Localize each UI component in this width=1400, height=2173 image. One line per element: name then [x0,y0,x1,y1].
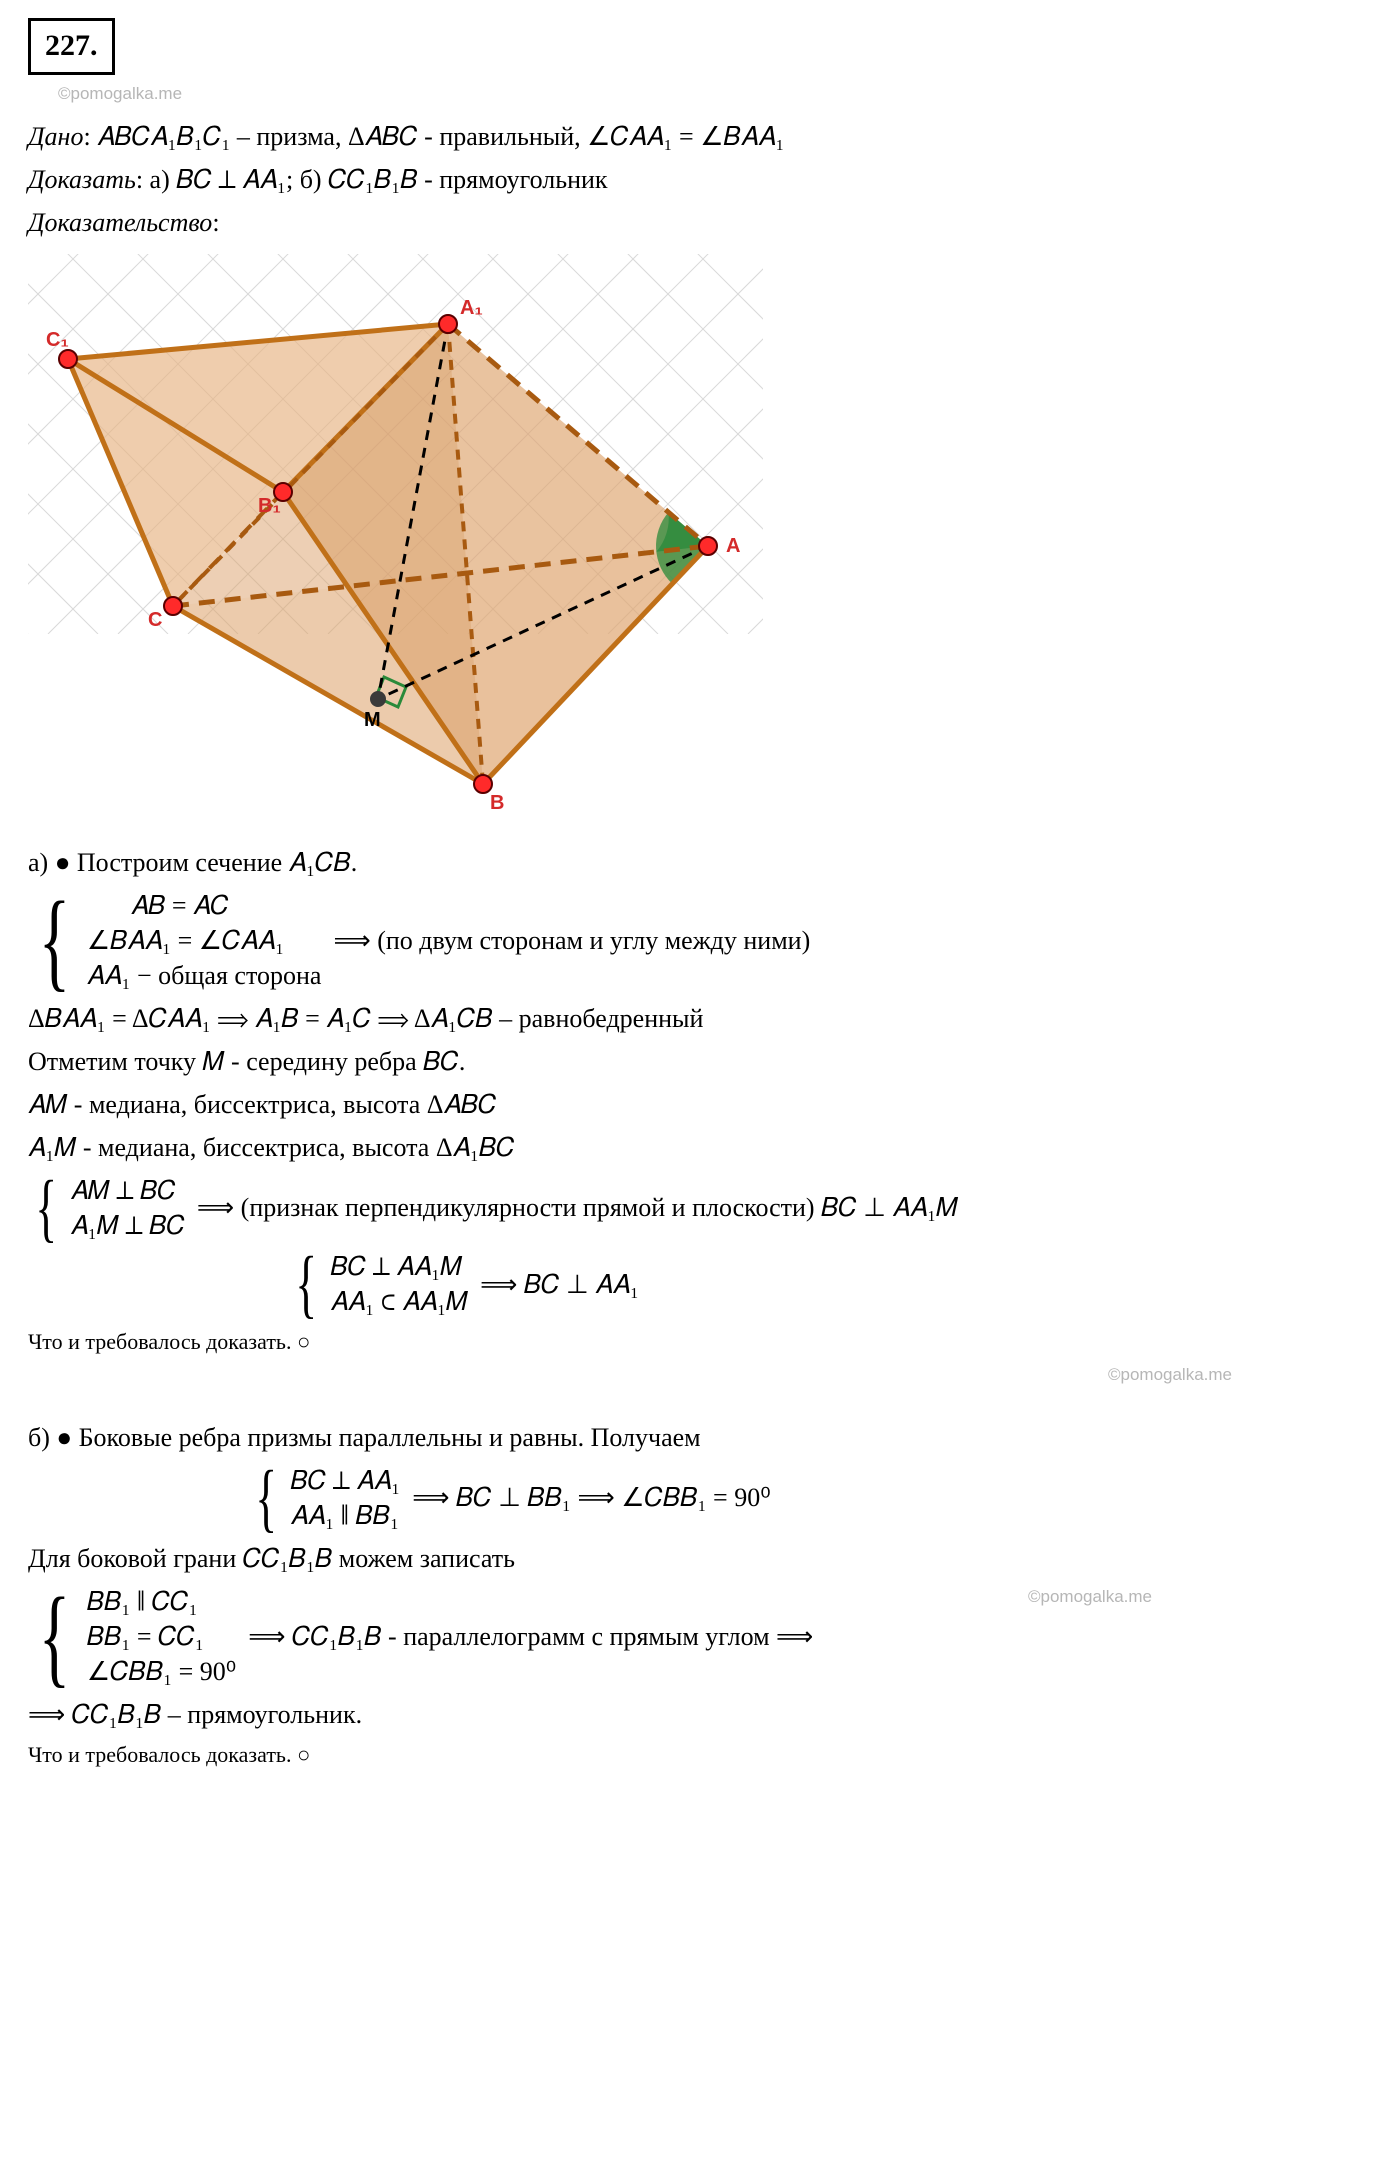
a-line2: Δ𝐵𝐴𝐴₁ = Δ𝐶𝐴𝐴₁ ⟹ 𝐴₁𝐵 = 𝐴₁𝐶 ⟹ Δ𝐴₁𝐶𝐵 – равн… [28,999,1372,1038]
sys-a3-imply: ⟹ 𝐵𝐶 ⊥ 𝐴𝐴₁ [468,1265,651,1304]
sys-b2-row3: ∠𝐶𝐵𝐵₁ = 90⁰ [87,1654,236,1689]
page: 227. ©pomogalka.me Дано: 𝐴𝐵𝐶𝐴₁𝐵₁𝐶₁ – при… [0,0,1400,1815]
sys-a2-row2: 𝐴₁𝑀 ⊥ 𝐵𝐶 [70,1208,184,1243]
b-line2: Для боковой грани 𝐶𝐶₁𝐵₁𝐵 можем записать [28,1539,1372,1578]
prism-svg: C₁ A₁ B₁ C A B M [28,254,763,814]
proof-label-line: Доказательство: [28,203,1372,242]
b-line3: ⟹ 𝐶𝐶₁𝐵₁𝐵 – прямоугольник. [28,1695,1372,1734]
brace-icon: { [255,1464,277,1532]
svg-text:M: M [364,709,381,731]
system-b1: { 𝐵𝐶 ⊥ 𝐴𝐴₁ 𝐴𝐴₁ ∥ 𝐵𝐵₁ ⟹ 𝐵𝐶 ⊥ 𝐵𝐵₁ ⟹ ∠𝐶𝐵𝐵₁ … [28,1463,1372,1533]
sys-b2-row1: 𝐵𝐵₁ ∥ 𝐶𝐶₁ [87,1584,236,1619]
brace-icon: { [295,1250,317,1318]
brace-icon: { [39,1587,71,1686]
svg-text:A₁: A₁ [460,297,483,319]
prism-figure: C₁ A₁ B₁ C A B M [28,254,1372,825]
sys-a2-imply: ⟹ (признак перпендикулярности прямой и п… [185,1188,970,1227]
a-line4: 𝐴𝑀 - медиана, биссектриса, высота Δ𝐴𝐵𝐶 [28,1085,1372,1124]
prove-label: Доказать [28,165,136,194]
watermark-top: ©pomogalka.me [58,81,1372,107]
given-line: Дано: 𝐴𝐵𝐶𝐴₁𝐵₁𝐶₁ – призма, Δ𝐴𝐵𝐶 - правиль… [28,117,1372,156]
sys-b1-imply: ⟹ 𝐵𝐶 ⊥ 𝐵𝐵₁ ⟹ ∠𝐶𝐵𝐵₁ = 90⁰ [400,1478,782,1517]
svg-text:A: A [726,535,740,557]
watermark-mid: ©pomogalka.me [28,1362,1372,1388]
sys-b2-imply: ⟹ 𝐶𝐶₁𝐵₁𝐵 - параллелограмм с прямым углом… [236,1617,825,1656]
sys-a1-row2: ∠𝐵𝐴𝐴₁ = ∠𝐶𝐴𝐴₁ [87,923,322,958]
brace-icon: { [39,891,71,990]
system-a3: { 𝐵𝐶 ⊥ 𝐴𝐴₁𝑀 𝐴𝐴₁ ⊂ 𝐴𝐴₁𝑀 ⟹ 𝐵𝐶 ⊥ 𝐴𝐴₁ [28,1249,1372,1319]
sys-a1-row3: 𝐴𝐴₁ − общая сторона [87,958,322,993]
sys-a1-imply: ⟹ (по двум сторонам и углу между ними) [321,921,822,960]
system-b2: { 𝐵𝐵₁ ∥ 𝐶𝐶₁ 𝐵𝐵₁ = 𝐶𝐶₁ ∠𝐶𝐵𝐵₁ = 90⁰ ⟹ 𝐶𝐶₁𝐵… [28,1584,1372,1689]
system-a3-rows: 𝐵𝐶 ⊥ 𝐴𝐴₁𝑀 𝐴𝐴₁ ⊂ 𝐴𝐴₁𝑀 [330,1249,468,1319]
svg-text:B: B [490,792,504,814]
sys-b1-row1: 𝐵𝐶 ⊥ 𝐴𝐴₁ [290,1463,400,1498]
prove-text: : а) 𝐵𝐶 ⊥ 𝐴𝐴₁; б) 𝐶𝐶₁𝐵₁𝐵 - прямоугольник [136,165,608,194]
given-label: Дано [28,122,83,151]
svg-text:C: C [148,609,162,631]
svg-text:C₁: C₁ [46,329,69,351]
system-a2: { 𝐴𝑀 ⊥ 𝐵𝐶 𝐴₁𝑀 ⊥ 𝐵𝐶 ⟹ (признак перпендику… [28,1173,1372,1243]
system-b1-rows: 𝐵𝐶 ⊥ 𝐴𝐴₁ 𝐴𝐴₁ ∥ 𝐵𝐵₁ [290,1463,400,1533]
sys-b1-row2: 𝐴𝐴₁ ∥ 𝐵𝐵₁ [290,1498,400,1533]
part-a-intro: а) ● Построим сечение 𝐴₁𝐶𝐵. [28,843,1372,882]
a-line3: Отметим точку 𝑀 - середину ребра 𝐵𝐶. [28,1042,1372,1081]
sys-a3-row2: 𝐴𝐴₁ ⊂ 𝐴𝐴₁𝑀 [330,1284,468,1319]
svg-text:B₁: B₁ [258,495,281,517]
proof-label: Доказательство [28,208,212,237]
prove-line: Доказать: а) 𝐵𝐶 ⊥ 𝐴𝐴₁; б) 𝐶𝐶₁𝐵₁𝐵 - прямо… [28,160,1372,199]
system-b2-rows: 𝐵𝐵₁ ∥ 𝐶𝐶₁ 𝐵𝐵₁ = 𝐶𝐶₁ ∠𝐶𝐵𝐵₁ = 90⁰ [87,1584,236,1689]
sys-a1-row1: 𝐴𝐵 = 𝐴𝐶 [87,888,322,923]
brace-icon: { [35,1174,57,1242]
sys-a3-row1: 𝐵𝐶 ⊥ 𝐴𝐴₁𝑀 [330,1249,468,1284]
task-number-box: 227. [28,18,115,75]
system-a1: { 𝐴𝐵 = 𝐴𝐶 ∠𝐵𝐴𝐴₁ = ∠𝐶𝐴𝐴₁ 𝐴𝐴₁ − общая стор… [28,888,1372,993]
proof-colon: : [212,208,219,237]
system-a1-rows: 𝐴𝐵 = 𝐴𝐶 ∠𝐵𝐴𝐴₁ = ∠𝐶𝐴𝐴₁ 𝐴𝐴₁ − общая сторон… [87,888,322,993]
system-a2-rows: 𝐴𝑀 ⊥ 𝐵𝐶 𝐴₁𝑀 ⊥ 𝐵𝐶 [70,1173,184,1243]
qed-b: Что и требовалось доказать. ○ [28,1738,1372,1771]
given-text: : 𝐴𝐵𝐶𝐴₁𝐵₁𝐶₁ – призма, Δ𝐴𝐵𝐶 - правильный,… [83,122,784,151]
sys-b2-row2: 𝐵𝐵₁ = 𝐶𝐶₁ [87,1619,236,1654]
part-b-intro: б) ● Боковые ребра призмы параллельны и … [28,1418,1372,1457]
a-line5: 𝐴₁𝑀 - медиана, биссектриса, высота Δ𝐴₁𝐵𝐶 [28,1128,1372,1167]
sys-a2-row1: 𝐴𝑀 ⊥ 𝐵𝐶 [70,1173,184,1208]
watermark-b: ©pomogalka.me [1028,1584,1152,1610]
qed-a: Что и требовалось доказать. ○ [28,1325,1372,1358]
